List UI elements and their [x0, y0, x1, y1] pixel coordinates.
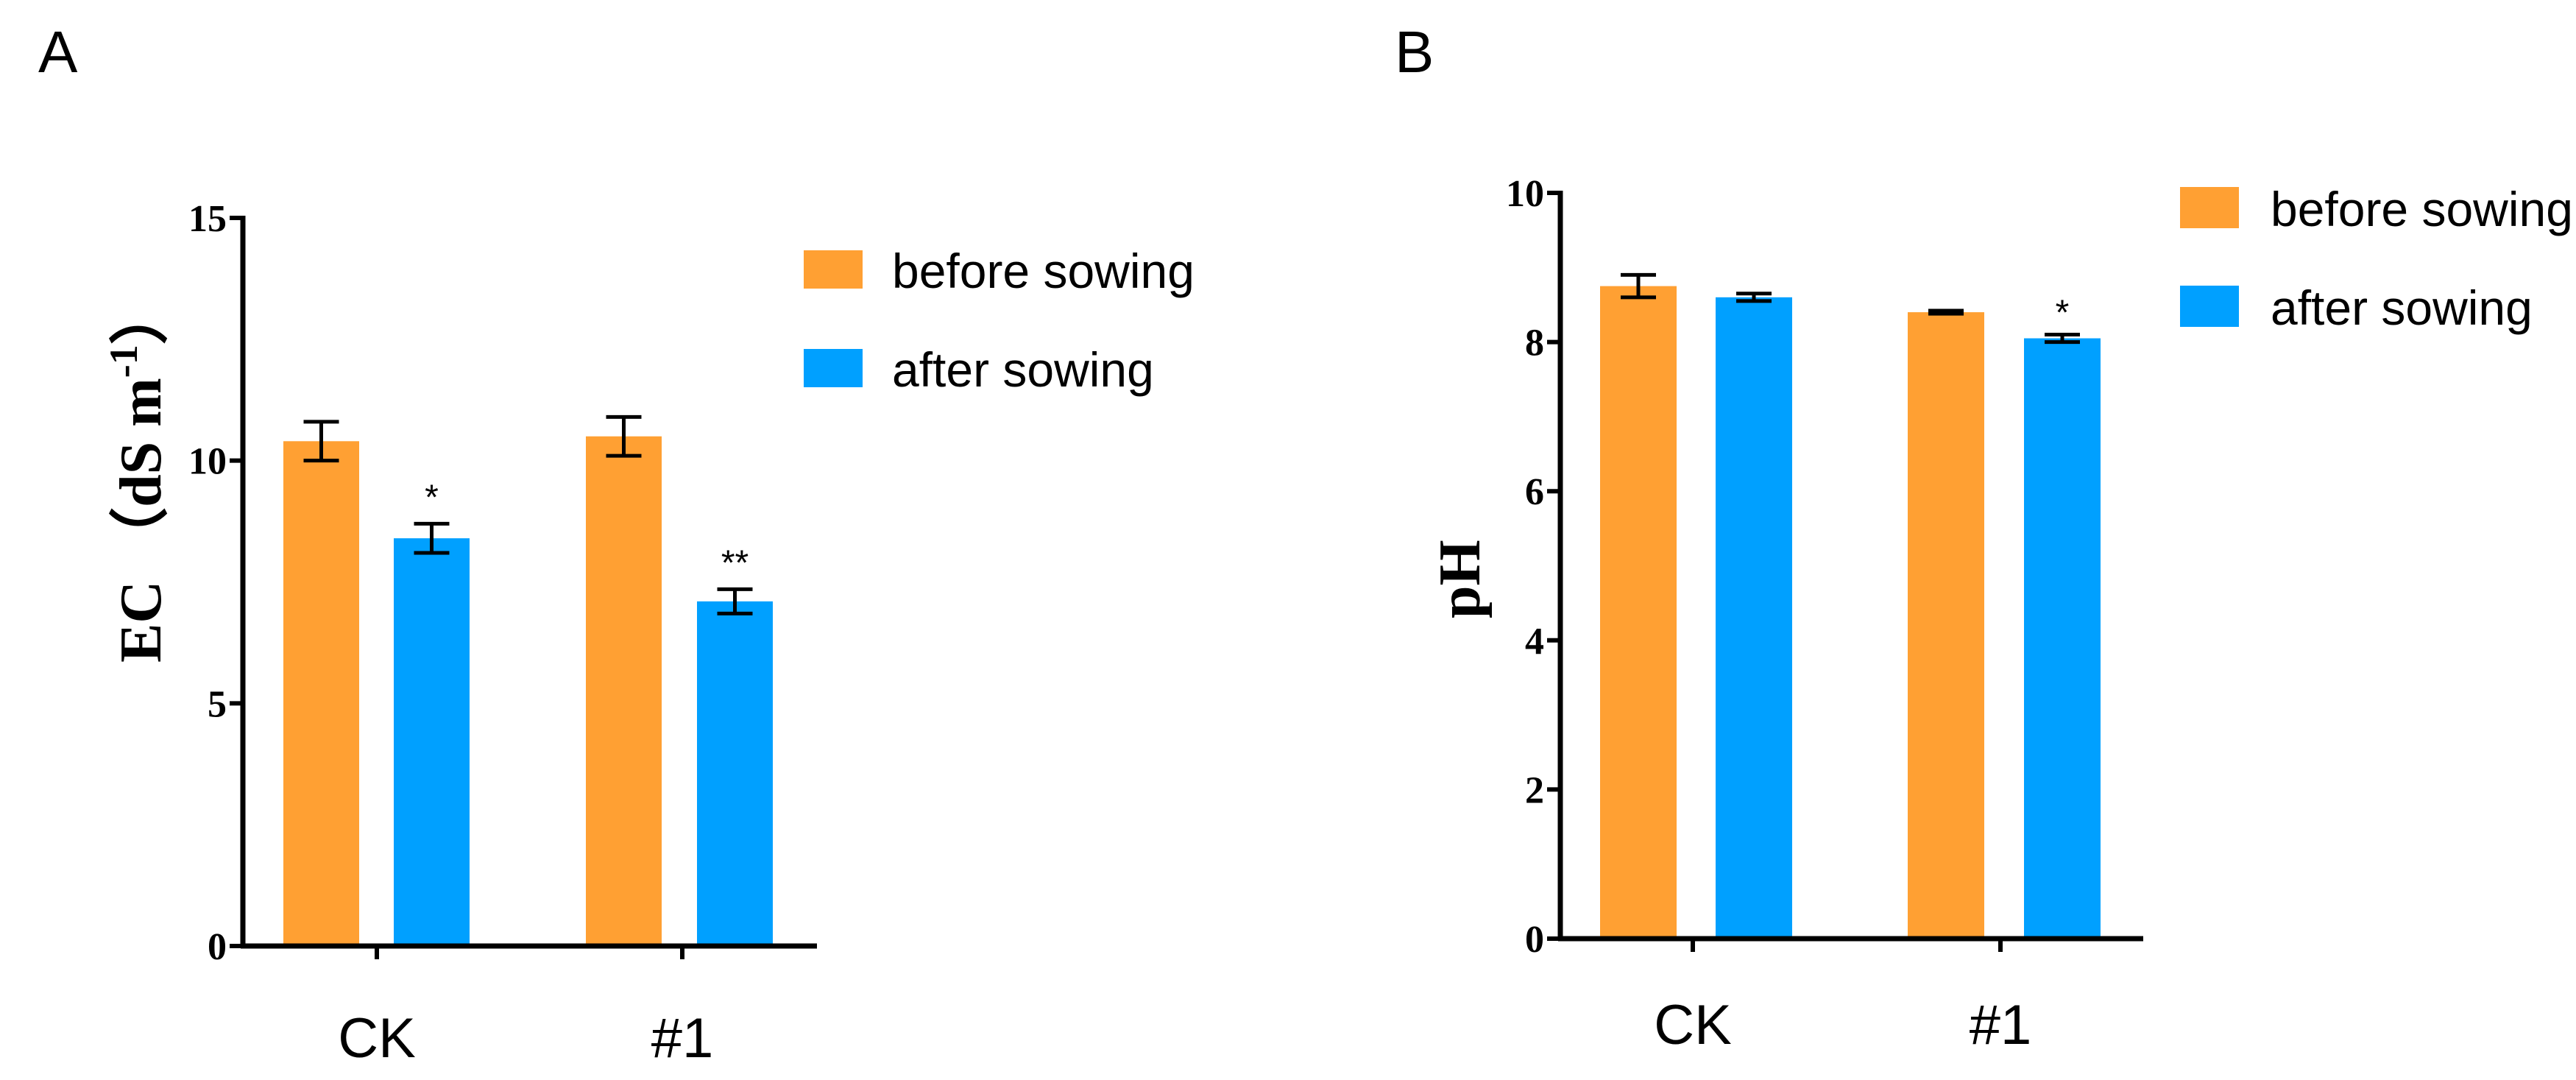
plot-area-b: CK * #1 0 2 4 6 8 10 [1506, 173, 2143, 1056]
y-tick-label-2-b: 2 [1525, 769, 1544, 811]
category-label-ck-b: CK [1654, 994, 1732, 1056]
panel-b: B pH CK * #1 0 2 4 6 8 10 before sowing after so… [1395, 19, 2573, 1056]
panel-a: A EC （dS m-1） * CK ** #1 0 5 10 15 before sowin… [38, 19, 1195, 1070]
bar-after-n1-b [2024, 338, 2101, 939]
error-bar-after-ck-a [414, 521, 450, 555]
legend-label-before-a: before sowing [892, 244, 1195, 298]
bar-before-ck-b [1600, 286, 1677, 939]
significance-label-after-n1-b: * [2056, 293, 2070, 332]
y-tick-label-8-b: 8 [1525, 322, 1544, 364]
significance-label-after-ck-a: * [425, 478, 439, 517]
panel-letter-b: B [1395, 19, 1434, 85]
plot-area-a: * CK ** #1 0 5 10 15 [188, 198, 817, 1070]
bar-before-ck-a [283, 441, 359, 946]
legend-label-after-b: after sowing [2271, 280, 2533, 335]
legend-swatch-after-b [2180, 286, 2239, 327]
panel-letter-a: A [38, 19, 78, 85]
error-bar-before-ck-a [303, 420, 339, 463]
y-axis-title-a-main: EC （dS m [109, 378, 174, 663]
bar-after-n1-a [697, 601, 773, 946]
error-bar-before-ck-b [1621, 272, 1656, 300]
y-tick-label-0-a: 0 [208, 926, 227, 968]
legend-swatch-before-b [2180, 187, 2239, 228]
bar-after-ck-a [394, 538, 470, 946]
y-axis-title-a: EC （dS m-1） [102, 286, 174, 663]
error-bar-after-n1-a [717, 587, 753, 615]
bar-before-n1-a [586, 436, 662, 946]
legend-swatch-after-a [804, 349, 863, 387]
y-tick-label-5-a: 5 [208, 683, 227, 725]
y-tick-label-10-b: 10 [1506, 173, 1544, 215]
error-bar-after-ck-b [1736, 292, 1772, 303]
y-axis-title-a-close: ） [109, 286, 174, 345]
legend-b: before sowing after sowing [2180, 182, 2573, 335]
legend-a: before sowing after sowing [804, 244, 1195, 397]
y-tick-label-0-b: 0 [1525, 919, 1544, 961]
legend-label-after-a: after sowing [892, 342, 1154, 397]
y-axis-title-a-sup: -1 [102, 345, 146, 378]
category-label-n1-a: #1 [651, 1007, 714, 1070]
significance-label-after-n1-a: ** [721, 543, 749, 582]
y-tick-label-4-b: 4 [1525, 621, 1544, 663]
bar-after-ck-b [1716, 297, 1792, 939]
error-bar-before-n1-a [606, 414, 642, 458]
y-axis-title-b: pH [1428, 540, 1493, 618]
category-label-ck-a: CK [338, 1007, 416, 1070]
error-bar-before-n1-b [1928, 308, 1964, 316]
bar-before-n1-b [1908, 312, 1984, 939]
category-label-n1-b: #1 [1970, 994, 2032, 1056]
error-bar-after-n1-b [2045, 332, 2080, 345]
legend-swatch-before-a [804, 250, 863, 289]
legend-label-before-b: before sowing [2271, 182, 2573, 236]
y-tick-label-15-a: 15 [188, 198, 227, 240]
y-tick-label-6-b: 6 [1525, 471, 1544, 513]
y-tick-label-10-a: 10 [188, 441, 227, 483]
